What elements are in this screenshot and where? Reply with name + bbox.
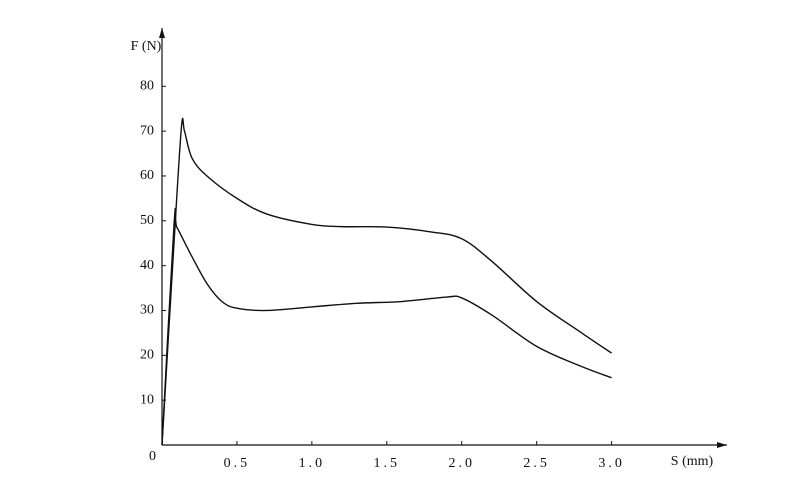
x-tick-label: 2.0 — [448, 456, 475, 471]
x-tick-label: 1.5 — [374, 456, 401, 471]
y-tick-label: 10 — [140, 392, 154, 407]
y-axis-label: F (N) — [131, 39, 162, 54]
y-tick-label: 80 — [140, 79, 154, 94]
line — [161, 117, 612, 446]
line — [161, 207, 612, 446]
y-tick-label: 0 — [149, 449, 156, 464]
x-axis-label: S (mm) — [671, 454, 714, 469]
y-axis-arrow — [159, 28, 165, 38]
y-tick-label: 40 — [140, 258, 154, 273]
y-tick-label: 30 — [140, 303, 154, 318]
y-tick-label: 70 — [140, 123, 154, 138]
x-tick-label: 0.5 — [224, 456, 251, 471]
y-tick-label: 50 — [140, 213, 154, 228]
x-axis-arrow — [717, 442, 727, 448]
y-tick-label: 20 — [140, 348, 154, 363]
y-tick-label: 60 — [140, 168, 154, 183]
x-tick-label: 3.0 — [598, 456, 625, 471]
x-tick-label: 2.5 — [523, 456, 550, 471]
x-tick-label: 1.0 — [299, 456, 326, 471]
